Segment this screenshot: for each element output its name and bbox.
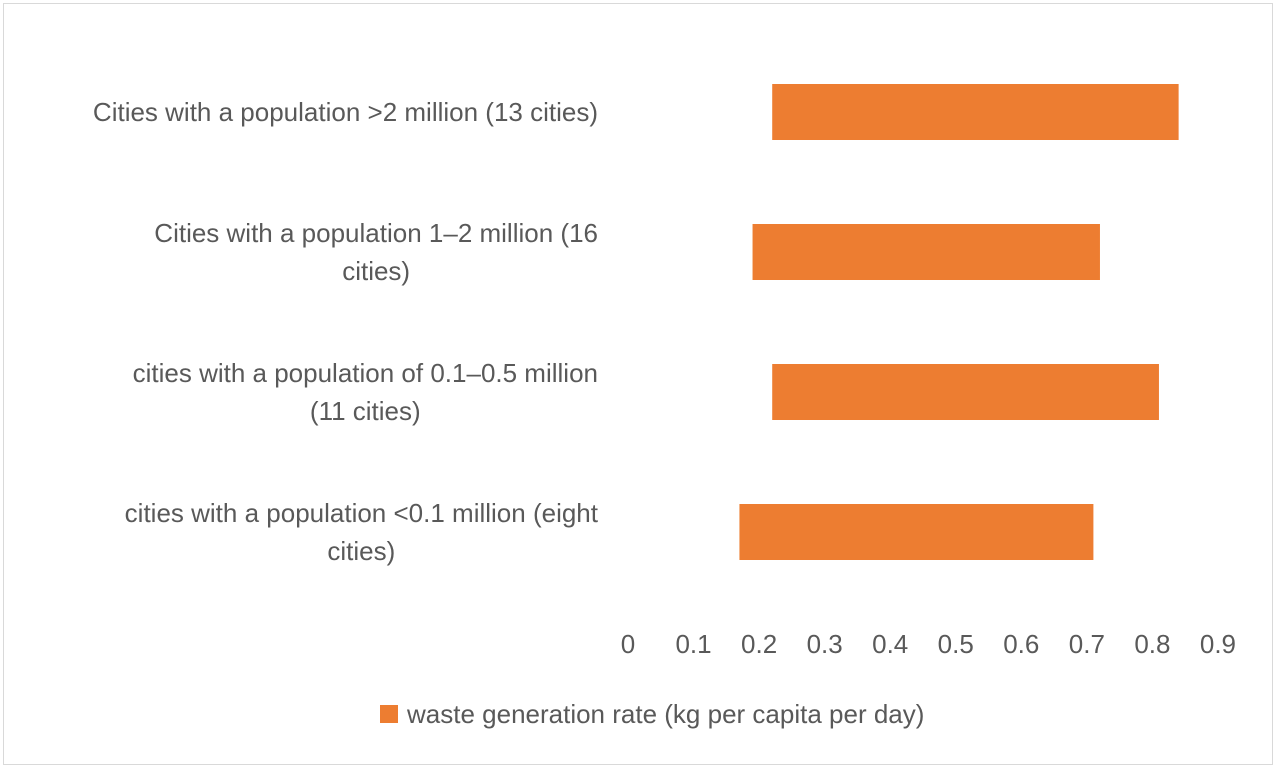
category-label: Cities with a population >2 million (13 … (93, 97, 598, 127)
bars-layer (739, 84, 1179, 560)
category-label: cities) (342, 256, 410, 286)
x-tick-label: 0.5 (938, 629, 974, 659)
x-tick-label: 0.8 (1134, 629, 1170, 659)
x-tick-label: 0.7 (1069, 629, 1105, 659)
category-label: cities with a population of 0.1–0.5 mill… (133, 358, 598, 388)
x-tick-label: 0.2 (741, 629, 777, 659)
category-label: cities) (327, 536, 395, 566)
x-tick-label: 0.1 (675, 629, 711, 659)
bar (772, 84, 1179, 140)
x-tick-label: 0.4 (872, 629, 908, 659)
legend: waste generation rate (kg per capita per… (380, 699, 924, 729)
bar (752, 224, 1100, 280)
x-tick-label: 0 (621, 629, 635, 659)
bar (772, 364, 1159, 420)
category-labels: Cities with a population >2 million (13 … (93, 97, 599, 566)
bar (739, 504, 1094, 560)
x-tick-label: 0.3 (807, 629, 843, 659)
category-label: (11 cities) (310, 396, 421, 426)
x-axis-ticks: 0 0.1 0.2 0.3 0.4 0.5 0.6 0.7 0.8 0.9 (621, 629, 1236, 659)
x-tick-label: 0.6 (1003, 629, 1039, 659)
category-label: Cities with a population 1–2 million (16 (154, 218, 598, 248)
category-label: cities with a population <0.1 million (e… (125, 498, 599, 528)
legend-label: waste generation rate (kg per capita per… (406, 699, 924, 729)
x-tick-label: 0.9 (1200, 629, 1236, 659)
legend-swatch (380, 705, 398, 723)
